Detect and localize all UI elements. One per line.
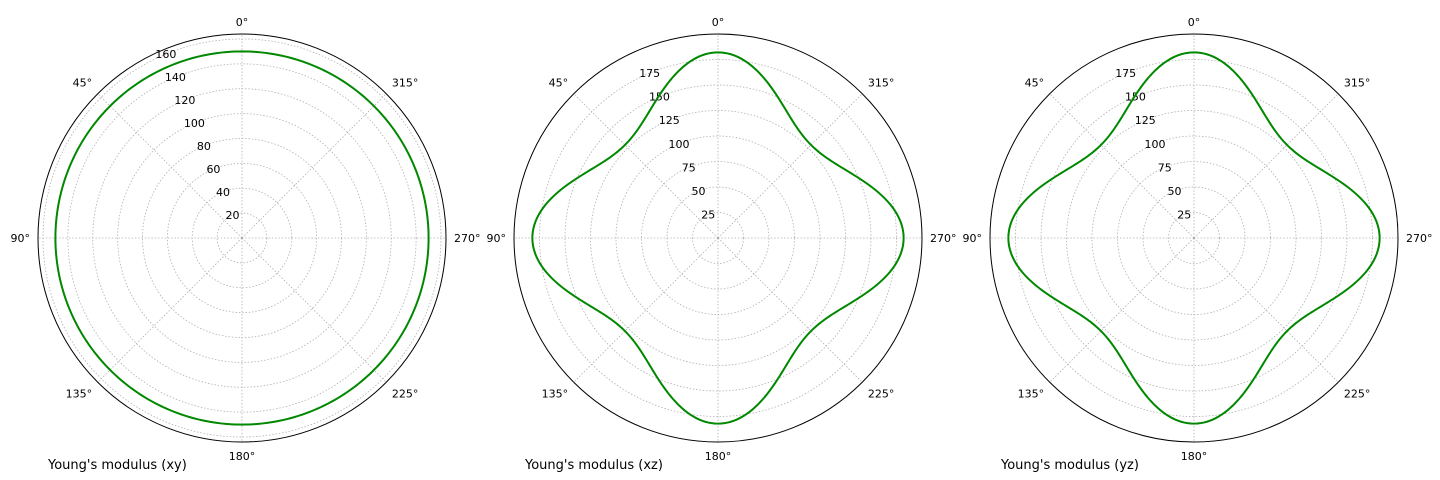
r-tick-label: 125 — [659, 114, 680, 127]
theta-gridline — [1049, 237, 1195, 383]
r-tick-label: 140 — [165, 71, 186, 84]
theta-gridline — [97, 93, 243, 239]
r-gridline — [1091, 135, 1297, 341]
r-gridline — [1168, 212, 1220, 264]
theta-gridline — [1049, 93, 1195, 239]
modulus-curve — [54, 50, 430, 426]
theta-tick-label: 0° — [712, 16, 725, 29]
theta-tick-label: 90° — [963, 232, 983, 245]
theta-tick-label: 45° — [1025, 76, 1045, 89]
r-tick-label: 20 — [225, 209, 239, 222]
theta-gridline — [573, 93, 719, 239]
r-tick-label: 125 — [1135, 114, 1156, 127]
r-tick-label: 60 — [206, 163, 220, 176]
r-tick-label: 80 — [197, 140, 211, 153]
theta-tick-label: 135° — [1018, 388, 1045, 401]
theta-tick-label: 225° — [1344, 388, 1371, 401]
r-gridline — [216, 212, 268, 264]
r-tick-label: 75 — [682, 161, 696, 174]
theta-gridline — [97, 237, 243, 383]
theta-tick-label: 90° — [11, 232, 31, 245]
theta-tick-label: 315° — [868, 76, 895, 89]
theta-tick-label: 270° — [454, 232, 481, 245]
theta-tick-label: 45° — [73, 76, 93, 89]
r-gridline — [166, 162, 318, 314]
polar-chart-3: 25 50 75 100 125 150 175 0° 45° 90° 135° 180° 225° 27… — [963, 16, 1433, 473]
r-gridline — [615, 135, 821, 341]
polar-frame — [989, 33, 1399, 443]
theta-tick-label: 225° — [392, 388, 419, 401]
r-tick-label: 120 — [174, 94, 195, 107]
r-tick-label: 150 — [1125, 91, 1146, 104]
theta-tick-label: 180° — [1181, 450, 1208, 463]
polar-frame — [513, 33, 923, 443]
r-tick-label: 75 — [1158, 161, 1172, 174]
chart-title: Young's modulus (xz) — [524, 458, 663, 473]
theta-gridline — [717, 237, 863, 383]
r-tick-label: 100 — [668, 138, 689, 151]
polar-frame — [37, 33, 447, 443]
r-tick-label: 100 — [1144, 138, 1165, 151]
theta-tick-label: 270° — [930, 232, 957, 245]
theta-gridline — [1193, 237, 1339, 383]
theta-tick-label: 135° — [66, 388, 93, 401]
polar-chart-2: 25 50 75 100 125 150 175 0° 45° 90° 135° 180° 225° 27… — [487, 16, 957, 473]
r-gridline — [692, 212, 744, 264]
theta-gridline — [573, 237, 719, 383]
r-gridline — [590, 110, 846, 366]
theta-tick-label: 0° — [236, 16, 249, 29]
theta-tick-label: 180° — [229, 450, 256, 463]
r-tick-label: 150 — [649, 91, 670, 104]
theta-tick-label: 135° — [542, 388, 569, 401]
chart-title: Young's modulus (xy) — [47, 458, 187, 473]
r-tick-label: 175 — [1115, 67, 1136, 80]
chart-title: Young's modulus (yz) — [1000, 458, 1139, 473]
r-tick-label: 40 — [216, 186, 230, 199]
theta-tick-label: 225° — [868, 388, 895, 401]
modulus-curve — [1007, 51, 1381, 425]
r-tick-label: 25 — [701, 208, 715, 221]
theta-tick-label: 45° — [549, 76, 569, 89]
theta-tick-label: 90° — [487, 232, 507, 245]
theta-gridline — [717, 93, 863, 239]
r-tick-label: 25 — [1177, 208, 1191, 221]
r-gridline — [117, 113, 367, 363]
r-tick-label: 100 — [184, 117, 205, 130]
theta-gridline — [241, 93, 387, 239]
r-tick-label: 160 — [155, 48, 176, 61]
polar-chart-1: 20 40 60 80 100 120 140 160 0° 45° 90° 135° 180° 225°… — [11, 16, 481, 473]
r-tick-label: 50 — [691, 185, 705, 198]
theta-gridline — [1193, 93, 1339, 239]
modulus-curve — [531, 51, 905, 425]
theta-tick-label: 180° — [705, 450, 732, 463]
theta-tick-label: 270° — [1406, 232, 1433, 245]
r-gridline — [1066, 110, 1322, 366]
r-tick-label: 175 — [639, 67, 660, 80]
r-tick-label: 50 — [1167, 185, 1181, 198]
theta-gridline — [241, 237, 387, 383]
theta-tick-label: 0° — [1188, 16, 1201, 29]
r-gridline — [67, 63, 417, 413]
theta-tick-label: 315° — [392, 76, 419, 89]
theta-tick-label: 315° — [1344, 76, 1371, 89]
